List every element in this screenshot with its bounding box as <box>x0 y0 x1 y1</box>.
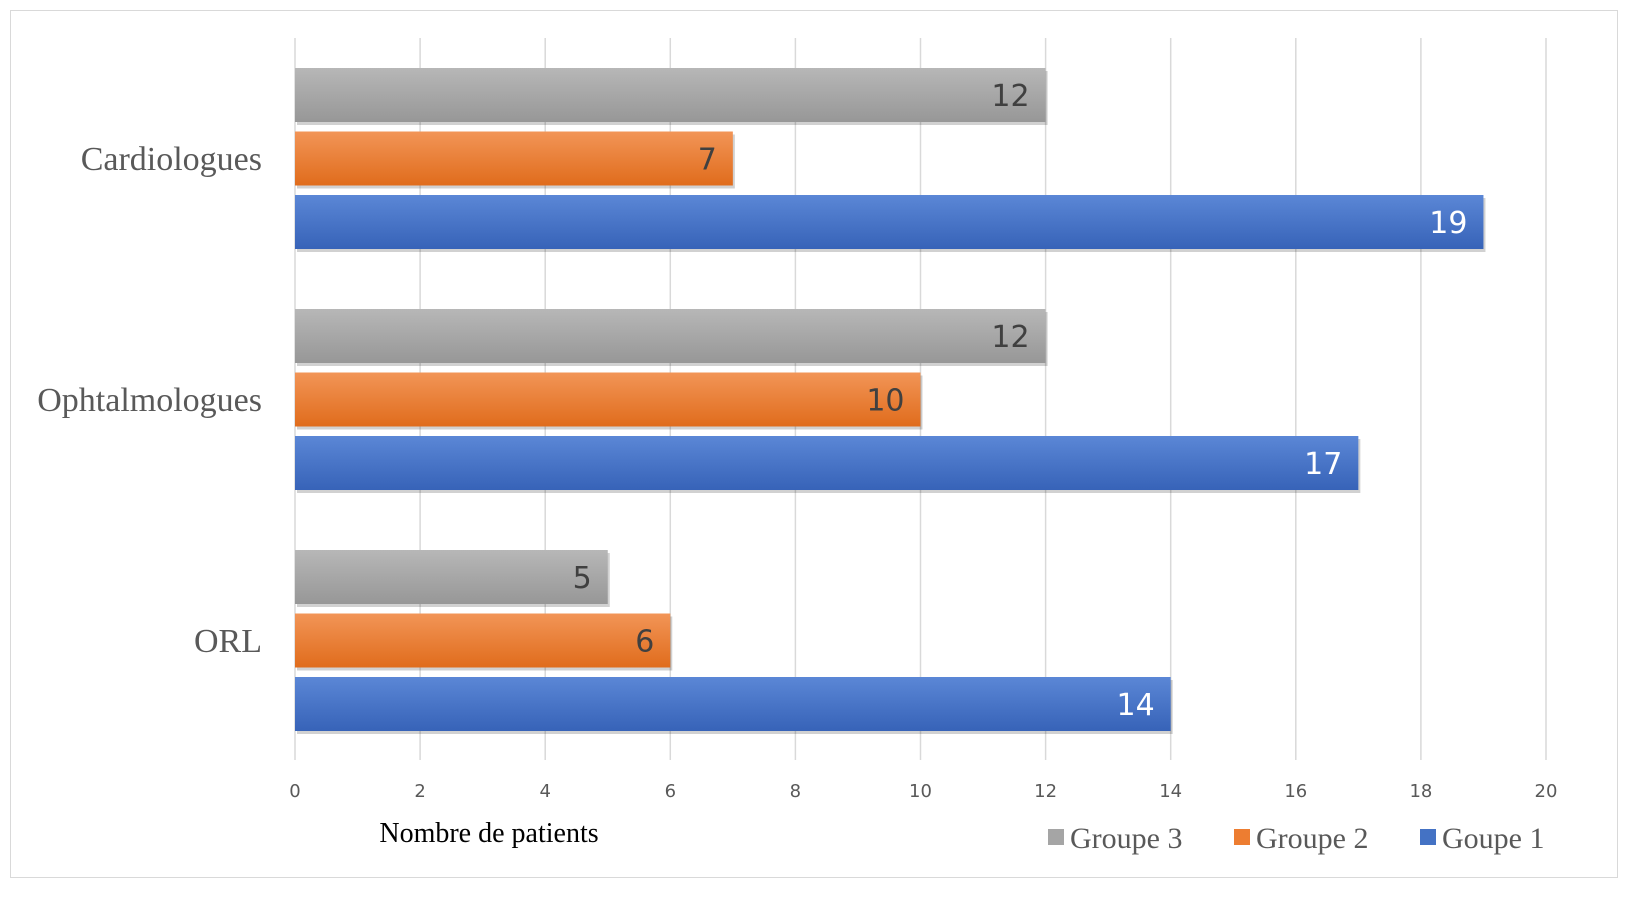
bar-value-label: 19 <box>1429 206 1467 241</box>
bar-goupe-1-orl <box>295 677 1171 731</box>
x-tick-label: 2 <box>414 781 425 802</box>
x-tick-label: 14 <box>1159 781 1182 802</box>
x-tick-label: 18 <box>1409 781 1432 802</box>
bar-groupe-3-ophtalmologues <box>295 309 1046 363</box>
legend-swatch <box>1048 829 1064 845</box>
bar-value-label: 12 <box>991 79 1029 114</box>
legend-swatch <box>1420 829 1436 845</box>
x-tick-label: 20 <box>1535 781 1558 802</box>
legend-swatch <box>1234 829 1250 845</box>
bar-value-label: 10 <box>866 384 904 419</box>
bar-groupe-2-orl <box>295 613 671 668</box>
x-tick-label: 6 <box>665 781 676 802</box>
bar-value-label: 6 <box>635 625 654 660</box>
legend-label: Groupe 3 <box>1070 822 1182 855</box>
bar-groupe-2-cardiologues <box>295 131 733 186</box>
bar-value-label: 17 <box>1304 447 1342 482</box>
bar-groupe-3-cardiologues <box>295 68 1046 122</box>
bar-value-label: 7 <box>698 143 717 178</box>
x-tick-label: 0 <box>289 781 300 802</box>
x-tick-label: 10 <box>909 781 932 802</box>
x-tick-label: 16 <box>1284 781 1307 802</box>
bar-value-label: 12 <box>991 320 1029 355</box>
x-axis-title: Nombre de patients <box>379 818 598 849</box>
x-tick-label: 4 <box>539 781 550 802</box>
category-label: Ophtalmologues <box>37 382 262 419</box>
bar-value-label: 14 <box>1117 688 1155 723</box>
bar-goupe-1-ophtalmologues <box>295 436 1359 490</box>
legend-label: Groupe 2 <box>1256 822 1368 855</box>
legend-label: Goupe 1 <box>1442 822 1544 855</box>
bar-groupe-3-orl <box>295 550 608 604</box>
bar-goupe-1-cardiologues <box>295 195 1484 249</box>
x-tick-label: 12 <box>1034 781 1057 802</box>
bar-value-label: 5 <box>573 561 592 596</box>
category-label: ORL <box>194 623 262 660</box>
bars <box>295 68 1486 734</box>
bar-groupe-2-ophtalmologues <box>295 372 921 427</box>
x-tick-label: 8 <box>790 781 801 802</box>
category-label: Cardiologues <box>81 141 262 178</box>
labels: 0 2 4 6 8 10 12 14 16 18 20 Cardiologues 12 7 19 Ophtal… <box>37 79 1557 849</box>
legend: Groupe 3 Groupe 2 Goupe 1 <box>1048 822 1544 855</box>
